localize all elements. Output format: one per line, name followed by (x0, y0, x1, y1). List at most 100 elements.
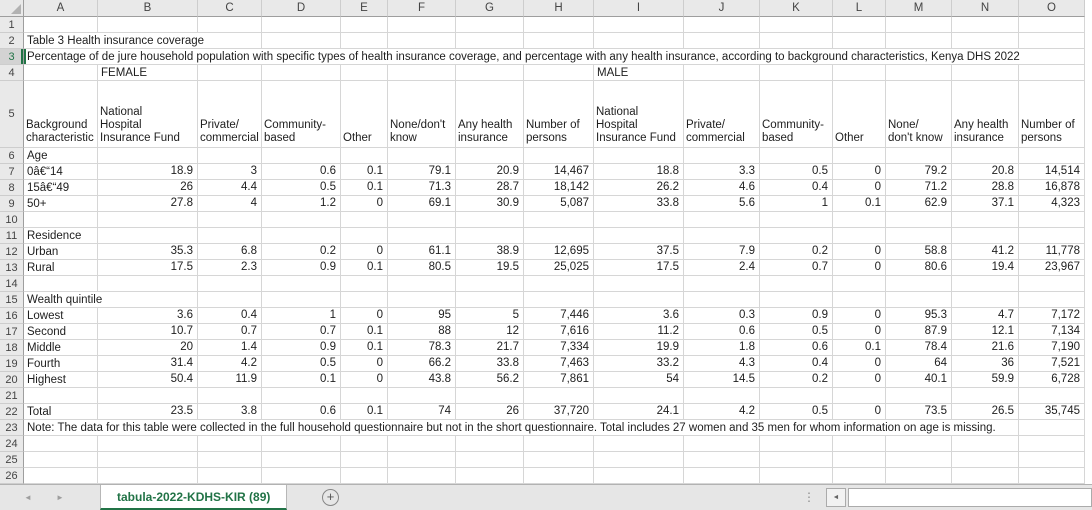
cell[interactable]: 0.1 (341, 340, 388, 356)
cell[interactable]: 0.6 (684, 324, 760, 340)
cell[interactable]: 1 (262, 308, 341, 324)
cell[interactable] (886, 212, 952, 228)
scrollbar-thumb[interactable] (848, 488, 1092, 507)
cell[interactable]: 0.3 (684, 308, 760, 324)
cell[interactable]: 5 (456, 308, 524, 324)
cell[interactable]: FEMALE (98, 65, 198, 81)
cell[interactable]: 43.8 (388, 372, 456, 388)
cell[interactable] (833, 436, 886, 452)
cell[interactable] (833, 276, 886, 292)
row-header[interactable]: 25 (0, 452, 24, 468)
cell[interactable] (594, 468, 684, 484)
cell[interactable] (760, 33, 833, 49)
cell[interactable] (760, 212, 833, 228)
cell[interactable]: 0.5 (760, 404, 833, 420)
cell[interactable]: 26 (456, 404, 524, 420)
cell[interactable] (760, 17, 833, 33)
cell[interactable] (98, 148, 198, 164)
tab-overflow-dots-icon[interactable]: ⋮ (803, 490, 815, 504)
cell[interactable] (341, 468, 388, 484)
cell[interactable]: 16,878 (1019, 180, 1085, 196)
cell[interactable] (456, 292, 524, 308)
cell[interactable] (833, 292, 886, 308)
cell[interactable] (524, 228, 594, 244)
cell[interactable]: 0 (341, 372, 388, 388)
cell[interactable]: Percentage of de jure household populati… (24, 49, 1023, 65)
cell[interactable] (594, 436, 684, 452)
cell[interactable]: 28.8 (952, 180, 1019, 196)
cell[interactable]: 0.1 (341, 164, 388, 180)
cell[interactable] (833, 388, 886, 404)
cell[interactable] (594, 212, 684, 228)
cell[interactable] (684, 292, 760, 308)
cell[interactable] (98, 468, 198, 484)
cell[interactable]: Urban (24, 244, 98, 260)
cell[interactable]: 7,134 (1019, 324, 1085, 340)
column-header[interactable]: A (24, 0, 98, 17)
column-header[interactable]: O (1019, 0, 1085, 17)
cell[interactable]: 31.4 (98, 356, 198, 372)
cell[interactable]: Any health insurance (952, 81, 1019, 148)
row-header[interactable]: 2 (0, 33, 24, 49)
sheet-nav-prev-icon[interactable]: ◄ (24, 493, 32, 502)
cell[interactable]: 0.2 (262, 244, 341, 260)
cell[interactable] (24, 452, 98, 468)
cell[interactable] (341, 65, 388, 81)
row-header[interactable]: 7 (0, 164, 24, 180)
cell[interactable] (456, 228, 524, 244)
cell[interactable]: 11.9 (198, 372, 262, 388)
cell[interactable]: 0 (833, 164, 886, 180)
cell[interactable]: 0.1 (833, 340, 886, 356)
cell[interactable]: 18.9 (98, 164, 198, 180)
row-header[interactable]: 9 (0, 196, 24, 212)
column-header[interactable]: N (952, 0, 1019, 17)
cell[interactable]: 14,467 (524, 164, 594, 180)
row-header[interactable]: 11 (0, 228, 24, 244)
cell[interactable]: Private/ commercial (684, 81, 760, 148)
cell[interactable] (388, 212, 456, 228)
cell[interactable]: 0.1 (833, 196, 886, 212)
cell[interactable]: 0 (833, 244, 886, 260)
cell[interactable] (1019, 228, 1085, 244)
cell[interactable]: 33.8 (594, 196, 684, 212)
cell[interactable]: National Hospital Insurance Fund (98, 81, 198, 148)
cell[interactable] (684, 17, 760, 33)
cell[interactable]: 64 (886, 356, 952, 372)
sheet-tab-active[interactable]: tabula-2022-KDHS-KIR (89) (100, 485, 288, 510)
cell[interactable] (98, 436, 198, 452)
cell[interactable] (98, 17, 198, 33)
cell[interactable] (198, 148, 262, 164)
cell[interactable]: 0.7 (198, 324, 262, 340)
cell[interactable]: 0 (833, 404, 886, 420)
cell[interactable]: 35.3 (98, 244, 198, 260)
cell[interactable]: 0.5 (262, 356, 341, 372)
row-header[interactable]: 23 (0, 420, 24, 436)
cell[interactable] (524, 388, 594, 404)
cell[interactable]: 4.6 (684, 180, 760, 196)
cell[interactable]: 27.8 (98, 196, 198, 212)
cell[interactable]: 0.9 (262, 340, 341, 356)
cell[interactable]: 87.9 (886, 324, 952, 340)
column-header[interactable]: F (388, 0, 456, 17)
cell[interactable]: 4.2 (684, 404, 760, 420)
cell[interactable]: 26.5 (952, 404, 1019, 420)
cell[interactable] (594, 452, 684, 468)
cell[interactable]: 0 (833, 324, 886, 340)
cell[interactable] (886, 33, 952, 49)
cell[interactable] (1019, 212, 1085, 228)
cell[interactable] (952, 17, 1019, 33)
cell[interactable]: 71.2 (886, 180, 952, 196)
cell[interactable] (341, 212, 388, 228)
row-header[interactable]: 22 (0, 404, 24, 420)
row-header[interactable]: 8 (0, 180, 24, 196)
cell[interactable] (886, 148, 952, 164)
cell[interactable]: 3.6 (98, 308, 198, 324)
cell[interactable] (388, 65, 456, 81)
cell[interactable]: 1.8 (684, 340, 760, 356)
cell[interactable]: 15â€“49 (24, 180, 98, 196)
horizontal-scrollbar[interactable]: ◄ (826, 488, 1092, 507)
cell[interactable]: Age (24, 148, 98, 164)
cell[interactable]: 17.5 (594, 260, 684, 276)
cell[interactable] (833, 212, 886, 228)
cell[interactable]: 6.8 (198, 244, 262, 260)
